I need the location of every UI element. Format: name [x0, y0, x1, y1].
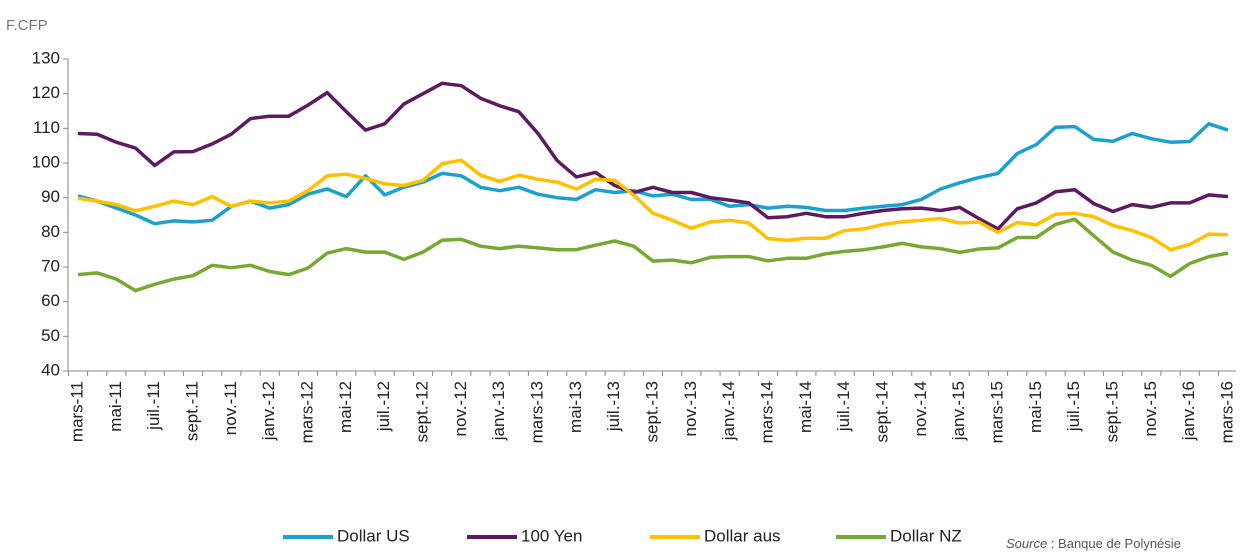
x-tick-label: janv.-13 [489, 381, 508, 441]
x-tick-label: mars-16 [1217, 381, 1236, 443]
legend-label: Dollar aus [704, 526, 781, 545]
x-tick-label: nov.-15 [1141, 381, 1160, 436]
x-tick-label: mars-11 [67, 381, 86, 442]
x-tick-label: sept.-12 [412, 381, 431, 442]
series-line [77, 122, 1229, 226]
x-tick-label: mars-14 [757, 381, 776, 443]
x-tick-label: juil.-15 [1064, 381, 1083, 432]
x-tick-label: mai-11 [106, 381, 125, 432]
y-tick-label: 80 [41, 222, 60, 241]
series-line [77, 217, 1229, 293]
series-line [77, 158, 1229, 252]
x-tick-label: sept.-13 [642, 381, 661, 442]
x-tick-label: janv.-14 [719, 381, 738, 441]
legend-label: Dollar US [337, 526, 410, 545]
x-tick-label: sept.-11 [182, 381, 201, 441]
x-tick-label: mai-13 [566, 381, 585, 433]
x-tick-label: juil.-14 [834, 381, 853, 432]
source: Source : Banque de Polynésie [1006, 536, 1181, 551]
y-tick-label: 40 [41, 360, 60, 379]
x-tick-label: janv.-12 [259, 381, 278, 441]
x-tick-label: mai-12 [336, 381, 355, 433]
source-text: : Banque de Polynésie [1047, 536, 1181, 551]
x-tick-label: nov.-13 [681, 381, 700, 436]
x-tick-label: nov.-12 [451, 381, 470, 436]
x-tick-label: mai-15 [1026, 381, 1045, 433]
x-tick-label: janv.-15 [949, 381, 968, 441]
y-tick-label: 110 [33, 118, 60, 137]
legend-label: 100 Yen [521, 526, 582, 545]
x-tick-label: juil.-11 [144, 381, 163, 431]
series-line [77, 81, 1229, 231]
legend-label: Dollar NZ [890, 526, 962, 545]
y-axis-label: F.CFP [6, 17, 48, 34]
y-tick-label: 70 [41, 256, 60, 275]
x-tick-label: juil.-13 [604, 381, 623, 432]
x-tick-label: juil.-12 [374, 381, 393, 432]
y-tick-label: 120 [32, 83, 60, 102]
x-tick-label: nov.-14 [911, 381, 930, 436]
y-tick-label: 130 [32, 48, 60, 67]
x-tick-label: sept.-15 [1102, 381, 1121, 442]
source-label: Source [1006, 536, 1047, 551]
x-tick-label: mars-15 [987, 381, 1006, 443]
x-tick-label: sept.-14 [872, 381, 891, 442]
x-tick-label: mai-14 [796, 381, 815, 433]
y-tick-label: 60 [41, 291, 60, 310]
x-tick-label: mars-12 [297, 381, 316, 443]
y-tick-label: 50 [41, 326, 60, 345]
x-tick-label: janv.-16 [1179, 381, 1198, 441]
y-tick-label: 90 [41, 187, 60, 206]
y-tick-label: 100 [32, 152, 60, 171]
x-tick-label: mars-13 [527, 381, 546, 443]
x-tick-label: nov.-11 [221, 381, 240, 435]
